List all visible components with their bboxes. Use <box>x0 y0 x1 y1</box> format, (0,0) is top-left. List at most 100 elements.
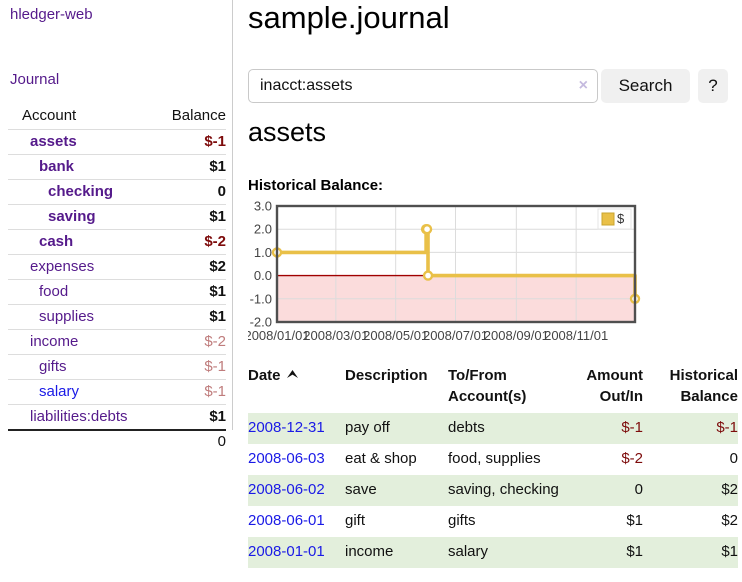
account-row: expenses $2 <box>8 254 226 280</box>
x-tick-label: 2008/09/01 <box>484 328 549 343</box>
sidebar: hledger-web Journal Account Balance asse… <box>0 0 233 582</box>
page-title: sample.journal <box>248 0 450 35</box>
transaction-description: eat & shop <box>345 450 417 467</box>
col-balance: Historical Balance <box>669 367 738 405</box>
accounts-table-header: Account Balance <box>8 103 226 130</box>
account-row: income $-2 <box>8 329 226 355</box>
data-point-marker <box>421 224 433 235</box>
sort-asc-icon <box>286 370 298 378</box>
transaction-accounts: food, supplies <box>448 450 541 467</box>
transactions-table: Date Description To/From Account(s) Amou… <box>248 362 738 568</box>
account-link[interactable]: assets <box>30 133 77 150</box>
transaction-date-link[interactable]: 2008-01-01 <box>248 543 325 560</box>
account-balance: 0 <box>157 179 226 205</box>
account-row: liabilities:debts $1 <box>8 404 226 431</box>
account-link[interactable]: cash <box>39 233 74 250</box>
transaction-accounts: salary <box>448 543 489 560</box>
chart-title: Historical Balance: <box>248 177 384 194</box>
search-button[interactable]: Search <box>601 69 690 103</box>
account-link[interactable]: checking <box>48 183 114 200</box>
search-input[interactable] <box>249 70 578 101</box>
account-balance: $-2 <box>157 229 226 255</box>
account-balance: $1 <box>157 154 226 180</box>
search-clear-icon[interactable]: × <box>578 77 588 94</box>
accounts-total-row: 0 <box>8 429 226 454</box>
help-button[interactable]: ? <box>698 69 728 103</box>
accounts-col-balance: Balance <box>157 103 226 130</box>
transaction-amount: $-2 <box>621 450 643 467</box>
account-heading: assets <box>248 117 327 147</box>
account-balance: $1 <box>157 304 226 330</box>
transactions-header-row: Date Description To/From Account(s) Amou… <box>248 362 738 413</box>
col-amount: Amount Out/In <box>586 367 643 405</box>
balance-chart: $3.0 2.0 1.0 0.0 -1.0 -2.0 2008/01/01 2008/03/0… <box>244 199 742 352</box>
x-tick-label: 2008/05/01 <box>363 328 428 343</box>
sidebar-item-journal[interactable]: Journal <box>10 71 60 88</box>
y-tick-label: 2.0 <box>254 222 272 237</box>
x-tick-label: 2008/07/01 <box>423 328 488 343</box>
transaction-accounts: gifts <box>448 512 476 529</box>
x-tick-label: 2008/11/01 <box>544 328 608 343</box>
legend-label: $ <box>617 211 625 226</box>
account-link[interactable]: saving <box>48 208 96 225</box>
account-row: supplies $1 <box>8 304 226 330</box>
x-tick-label: 2008/03/01 <box>303 328 368 343</box>
transaction-amount: $1 <box>626 512 643 529</box>
transaction-row: 2008-06-01 gift gifts $1 $2 <box>248 506 738 537</box>
accounts-total: 0 <box>157 429 226 454</box>
transaction-balance: $2 <box>721 512 738 529</box>
transaction-date-link[interactable]: 2008-06-03 <box>248 450 325 467</box>
col-description: Description <box>345 367 428 384</box>
account-link[interactable]: supplies <box>39 308 95 325</box>
account-row: food $1 <box>8 279 226 305</box>
account-balance: $2 <box>157 254 226 280</box>
y-tick-label: 0.0 <box>254 268 272 283</box>
account-link[interactable]: food <box>39 283 69 300</box>
account-balance: $1 <box>157 404 226 431</box>
account-link[interactable]: income <box>30 333 79 350</box>
col-date[interactable]: Date <box>248 362 345 413</box>
transaction-amount: $1 <box>626 543 643 560</box>
y-tick-label: -2.0 <box>250 315 272 330</box>
legend-swatch <box>601 212 615 226</box>
account-link[interactable]: bank <box>39 158 75 175</box>
transaction-amount: $-1 <box>621 419 643 436</box>
transaction-row: 2008-06-03 eat & shop food, supplies $-2… <box>248 444 738 475</box>
account-link[interactable]: salary <box>39 383 80 400</box>
transaction-balance: 0 <box>729 450 738 467</box>
transaction-balance: $2 <box>721 481 738 498</box>
account-link[interactable]: expenses <box>30 258 95 275</box>
account-link[interactable]: gifts <box>39 358 67 375</box>
sidebar-divider <box>232 0 233 430</box>
transaction-row: 2008-01-01 income salary $1 $1 <box>248 537 738 568</box>
transaction-description: income <box>345 543 394 560</box>
accounts-col-account: Account <box>8 103 158 130</box>
transaction-row: 2008-12-31 pay off debts $-1 $-1 <box>248 413 738 444</box>
transaction-description: pay off <box>345 419 390 436</box>
transaction-balance: $1 <box>721 543 738 560</box>
main-content: sample.journal × Search ? assets Histori… <box>244 0 742 582</box>
x-tick-label: 2008/01/01 <box>248 328 310 343</box>
account-link[interactable]: liabilities:debts <box>30 408 128 425</box>
account-balance: $-2 <box>157 329 226 355</box>
account-balance: $-1 <box>157 129 226 155</box>
plot-border <box>275 204 637 324</box>
app-title-link[interactable]: hledger-web <box>10 6 93 23</box>
accounts-table-body: assets $-1 bank $1 checking 0 saving $1 … <box>8 129 226 454</box>
balance-chart-svg: $3.0 2.0 1.0 0.0 -1.0 -2.02008/01/012008/03/0… <box>244 199 641 343</box>
transaction-date-link[interactable]: 2008-06-02 <box>248 481 325 498</box>
transaction-date-link[interactable]: 2008-06-01 <box>248 512 325 529</box>
search-box: × <box>248 69 598 103</box>
account-balance: $1 <box>157 204 226 230</box>
accounts-table: Account Balance assets $-1 bank $1 check… <box>8 103 226 454</box>
account-row: salary $-1 <box>8 379 226 405</box>
transaction-row: 2008-06-02 save saving, checking 0 $2 <box>248 475 738 506</box>
y-tick-label: 1.0 <box>254 245 272 260</box>
data-point-marker <box>422 270 434 281</box>
account-balance: $-1 <box>157 379 226 405</box>
search-form: × Search ? <box>248 69 738 103</box>
transaction-date-link[interactable]: 2008-12-31 <box>248 419 325 436</box>
account-row: saving $1 <box>8 204 226 230</box>
account-row: assets $-1 <box>8 129 226 155</box>
account-row: gifts $-1 <box>8 354 226 380</box>
